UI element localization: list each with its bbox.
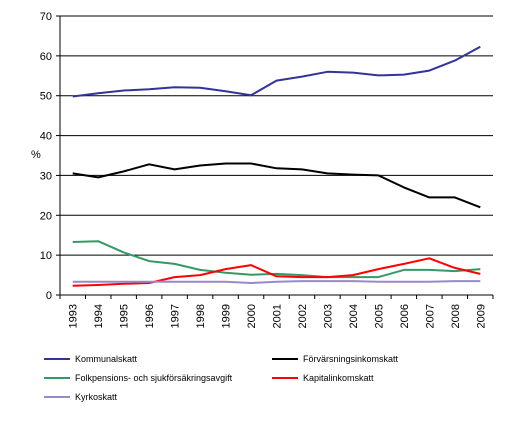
series-lines [72, 45, 481, 287]
legend-item-2: Folkpensions- och sjukförsäkringsavgift [44, 373, 233, 383]
legend: Kommunalskatt Förvärsningsinkomskatt Folkp… [44, 354, 399, 402]
series-line-4 [72, 280, 481, 284]
y-tick-labels: 0 10 20 30 40 50 60 70 [40, 11, 52, 302]
x-tick-label: 1997 [170, 304, 182, 328]
y-tick-label: 30 [40, 170, 52, 182]
y-tick-label: 10 [40, 250, 52, 262]
x-tick-label: 2000 [246, 304, 258, 328]
x-tick-label: 2006 [399, 304, 411, 328]
x-tick-labels: 1993 1994 1995 1996 1997 1998 1999 2000 2001 2002… [68, 304, 488, 328]
series-line-2 [72, 240, 481, 279]
x-tick-label: 1999 [221, 304, 233, 328]
legend-label: Kyrkoskatt [75, 392, 118, 402]
x-tick-label: 2008 [450, 304, 462, 328]
legend-item-0: Kommunalskatt [44, 354, 138, 364]
series-line-1 [72, 162, 481, 209]
legend-label: Kapitalinkomskatt [303, 373, 374, 383]
axes [56, 15, 494, 299]
y-axis-label: % [31, 149, 41, 161]
x-tick-label: 1994 [93, 304, 105, 328]
x-tick-label: 2004 [348, 304, 360, 328]
legend-label: Folkpensions- och sjukförsäkringsavgift [75, 373, 233, 383]
x-tick-label: 1995 [119, 304, 131, 328]
series-line-3 [72, 257, 481, 287]
x-tick-label: 2003 [322, 304, 334, 328]
series-line-0 [72, 45, 481, 98]
x-tick-label: 2007 [424, 304, 436, 328]
y-tick-label: 40 [40, 131, 52, 143]
y-tick-label: 70 [40, 11, 52, 23]
y-tick-label: 20 [40, 210, 52, 222]
legend-label: Kommunalskatt [75, 354, 138, 364]
legend-label: Förvärsningsinkomskatt [303, 354, 399, 364]
x-tick-label: 2002 [297, 304, 309, 328]
y-tick-label: 50 [40, 91, 52, 103]
x-tick-label: 2009 [475, 304, 487, 328]
gridlines [60, 15, 493, 256]
y-tick-label: 60 [40, 51, 52, 63]
x-tick-label: 2005 [373, 304, 385, 328]
y-tick-label: 0 [46, 290, 52, 302]
legend-item-4: Kyrkoskatt [44, 392, 118, 402]
x-tick-label: 1998 [195, 304, 207, 328]
legend-item-3: Kapitalinkomskatt [272, 373, 374, 383]
x-tick-label: 1996 [144, 304, 156, 328]
x-tick-label: 1993 [68, 304, 80, 328]
legend-item-1: Förvärsningsinkomskatt [272, 354, 399, 364]
x-tick-label: 2001 [272, 304, 284, 328]
